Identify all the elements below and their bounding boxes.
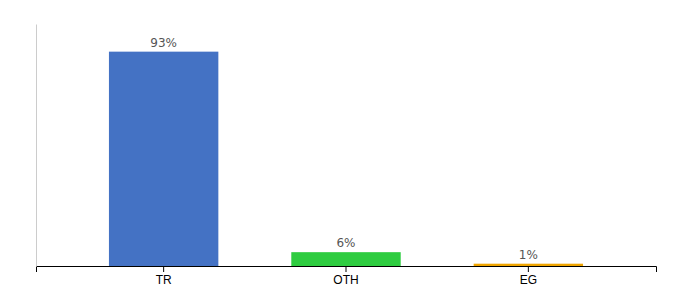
chart: TR OTH EG 93% 6% 1%	[0, 0, 680, 300]
x-tick-mark	[346, 266, 347, 272]
y-axis	[36, 25, 37, 267]
bar	[109, 52, 218, 266]
y-axis-line	[36, 25, 37, 267]
bar	[474, 264, 583, 266]
x-tick-mark	[528, 266, 529, 272]
data-label: 1%	[519, 248, 538, 262]
x-tick: TR	[156, 266, 172, 287]
x-axis: TR OTH EG	[37, 266, 657, 287]
data-label: 93%	[150, 36, 177, 50]
x-tick-label: OTH	[333, 273, 358, 287]
x-tick: OTH	[333, 266, 358, 287]
x-tick: EG	[520, 266, 537, 287]
x-tick-label: TR	[156, 273, 172, 287]
data-label: 6%	[336, 236, 355, 250]
plot: TR OTH EG 93% 6% 1%	[37, 25, 657, 287]
bar	[291, 252, 400, 266]
x-tick-mark	[163, 266, 164, 272]
data-labels: 93% 6% 1%	[150, 36, 538, 262]
x-tick-label: EG	[520, 273, 537, 287]
x-axis-line	[37, 267, 657, 273]
bars	[109, 52, 583, 266]
